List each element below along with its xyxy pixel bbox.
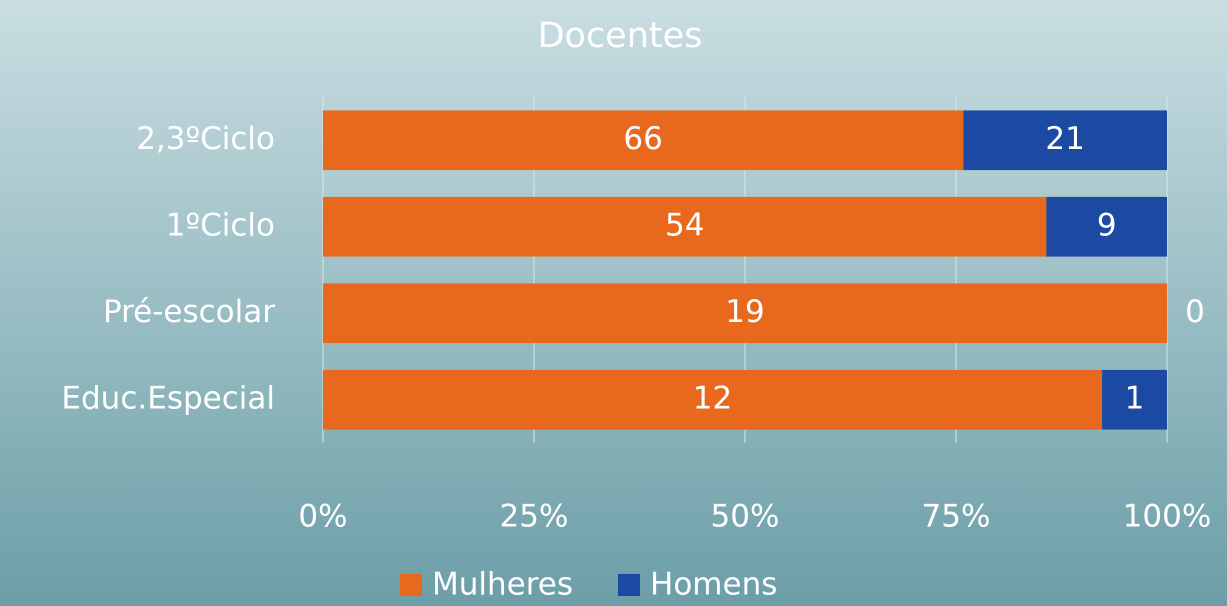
bar-segment — [323, 369, 1103, 430]
bar-segment — [323, 196, 1047, 257]
data-label: 12 — [693, 380, 732, 416]
legend-label: Mulheres — [432, 567, 573, 603]
data-label: 54 — [665, 207, 704, 243]
x-tick-label: 25% — [500, 499, 569, 535]
bar-segment — [963, 110, 1167, 171]
x-tick-label: 75% — [922, 499, 991, 535]
y-tick-label: Pré-escolar — [103, 294, 275, 330]
bar-segment — [1102, 369, 1167, 430]
x-tick-label: 100% — [1123, 499, 1212, 535]
bar-segment — [1046, 196, 1167, 257]
legend-label: Homens — [650, 567, 777, 603]
y-tick-label: 1ºCiclo — [166, 207, 275, 243]
bar-segment — [323, 283, 1167, 344]
data-label: 19 — [725, 294, 764, 330]
y-tick-label: Educ.Especial — [61, 380, 275, 416]
data-label: 21 — [1045, 121, 1084, 157]
x-tick-label: 50% — [711, 499, 780, 535]
data-label: 9 — [1097, 207, 1117, 243]
x-tick-label: 0% — [298, 499, 347, 535]
legend-swatch — [400, 574, 422, 596]
data-label: 0 — [1185, 294, 1205, 330]
data-label: 66 — [623, 121, 662, 157]
y-tick-label: 2,3ºCiclo — [136, 121, 275, 157]
data-label: 1 — [1125, 380, 1145, 416]
chart-title: Docentes — [538, 16, 703, 56]
bar-segment — [323, 110, 964, 171]
legend-swatch — [618, 574, 641, 596]
